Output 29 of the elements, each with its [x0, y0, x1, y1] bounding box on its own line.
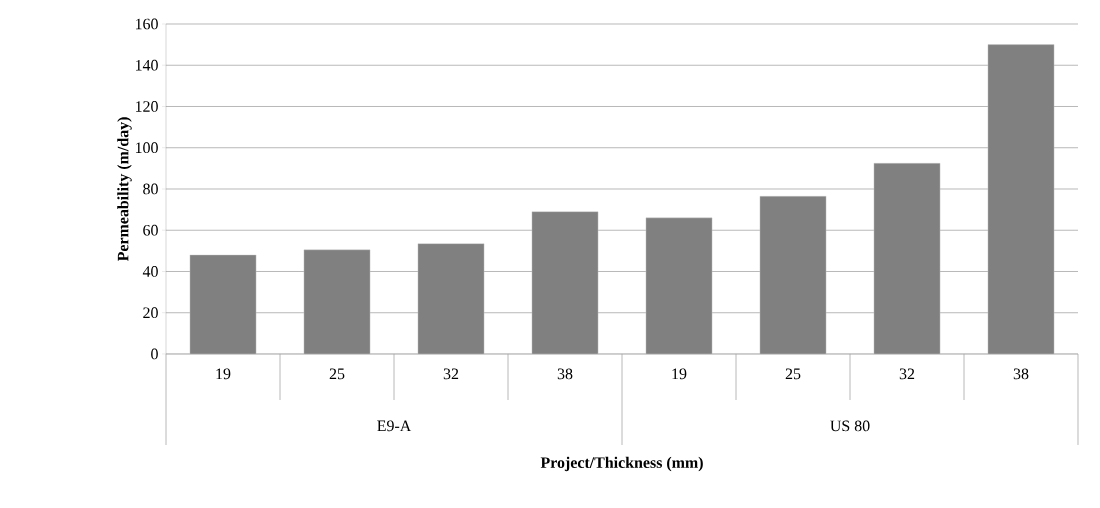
- y-tick-label: 160: [135, 18, 158, 30]
- bar: [759, 196, 827, 355]
- y-tick-label: 80: [143, 183, 158, 195]
- bar: [645, 217, 713, 355]
- x-tick-label: 19: [216, 368, 231, 380]
- y-tick-label: 0: [151, 348, 158, 360]
- y-tick-label: 100: [135, 142, 158, 154]
- x-tick-label: 25: [329, 368, 345, 380]
- y-tick-label: 20: [143, 307, 158, 319]
- x-axis-title: Project/Thickness (mm): [540, 456, 703, 472]
- bar: [531, 211, 599, 355]
- bar: [987, 44, 1055, 355]
- x-tick-label: 19: [672, 368, 687, 380]
- y-axis-title: Permeability (m/day): [117, 117, 132, 262]
- y-tick-label: 120: [135, 101, 158, 112]
- x-tick-label: 32: [899, 368, 915, 380]
- bar: [303, 249, 371, 355]
- x-tick-label: 25: [785, 368, 801, 380]
- y-tick-label: 40: [142, 266, 158, 277]
- y-tick-label: 60: [143, 224, 158, 236]
- bar: [189, 254, 257, 355]
- bar: [873, 163, 941, 355]
- x-tick-label: 32: [443, 368, 459, 380]
- bar: [417, 243, 485, 355]
- y-tick-label: 140: [135, 59, 158, 71]
- text: US 80: [830, 420, 870, 432]
- x-tick-label: 38: [557, 368, 573, 380]
- x-tick-label: 38: [1013, 368, 1029, 380]
- text: E9-A: [377, 420, 412, 432]
